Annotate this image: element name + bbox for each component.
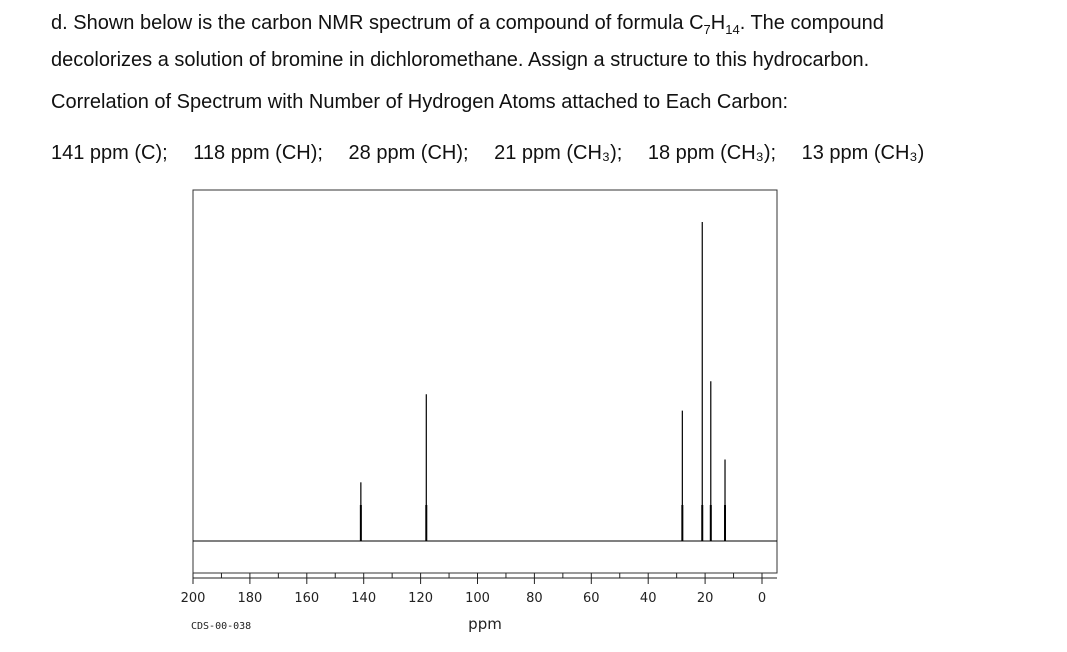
correlation-item-18: 18 ppm (CH₃); (647, 142, 777, 164)
question-line-1: d. Shown below is the carbon NMR spectru… (51, 8, 1051, 45)
correlation-item-28: 28 ppm (CH); (348, 142, 469, 164)
tick-label-120: 120 (408, 591, 433, 606)
tick-label-140: 140 (351, 591, 376, 606)
plot-frame (192, 189, 778, 574)
x-axis-tick-labels: 200 180 160 140 120 100 80 60 40 20 0 (181, 591, 767, 606)
question-line-2: decolorizes a solution of bromine in dic… (51, 49, 870, 71)
question-text-a: Shown below is the carbon NMR spectrum o… (73, 12, 704, 34)
tick-label-80: 80 (526, 591, 543, 606)
tick-label-20: 20 (697, 591, 714, 606)
formula-subscript-h: 14 (725, 22, 740, 37)
correlation-list: 141 ppm (C); 118 ppm (CH); 28 ppm (CH); … (51, 139, 944, 167)
x-axis-label: ppm (468, 615, 502, 633)
tick-label-40: 40 (640, 591, 657, 606)
correlation-item-13: 13 ppm (CH₃) (801, 142, 925, 164)
tick-label-60: 60 (583, 591, 600, 606)
question-prefix: d. (51, 12, 68, 34)
formula-subscript-c: 7 (703, 22, 711, 37)
correlation-title: Correlation of Spectrum with Number of H… (51, 91, 789, 113)
formula-h: H (710, 12, 726, 34)
correlation-item-141: 141 ppm (C); (51, 142, 168, 164)
correlation-item-21: 21 ppm (CH₃); (494, 142, 623, 164)
tick-label-160: 160 (294, 591, 319, 606)
question-text-b: . The compound (739, 12, 884, 34)
x-axis-ticks (192, 573, 763, 584)
tick-label-180: 180 (237, 591, 262, 606)
tick-label-200: 200 (181, 591, 206, 606)
question-text: d. Shown below is the carbon NMR spectru… (51, 8, 1051, 76)
spectrum-code: CDS-00-038 (191, 621, 251, 632)
tick-label-100: 100 (465, 591, 490, 606)
tick-label-0: 0 (758, 591, 766, 606)
spectrum-peaks (359, 222, 727, 541)
correlation-item-118: 118 ppm (CH); (193, 142, 323, 164)
